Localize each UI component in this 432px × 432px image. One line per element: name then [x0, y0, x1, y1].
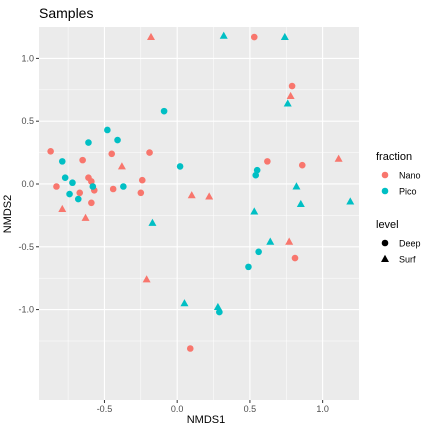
pico-deep-point [160, 107, 168, 115]
nano-deep-point [186, 345, 194, 352]
legend-key [381, 171, 389, 179]
pico-deep-point [74, 195, 82, 203]
chart-title: Samples [39, 5, 93, 21]
pico-surf-point [180, 299, 189, 307]
pico-deep-point [245, 263, 252, 271]
y-tick-label: -1.0 [18, 305, 34, 315]
nano-surf-point [187, 191, 196, 199]
legend-label: Pico [399, 187, 417, 197]
x-axis-title: NMDS1 [187, 414, 226, 426]
y-axis-ticks: -1.0 -0.5 0.0 0.5 1.0 [18, 53, 39, 315]
y-tick-label: -0.5 [18, 242, 34, 252]
y-tick-label: 0.5 [21, 116, 34, 126]
legend-key [381, 187, 389, 195]
pico-deep-point [176, 163, 184, 170]
x-tick-label: -0.5 [97, 404, 113, 414]
nano-deep-point [288, 82, 296, 90]
nano-deep-point [76, 189, 84, 197]
nano-surf-point [147, 32, 155, 40]
x-tick-label: 0.5 [244, 404, 257, 414]
nano-deep-point [108, 150, 116, 158]
nano-surf-point [117, 162, 126, 170]
pico-surf-point [148, 218, 157, 226]
pico-surf-point [346, 197, 355, 205]
nano-surf-point [334, 154, 343, 162]
pico-surf-point [283, 99, 292, 107]
pico-surf-point [250, 207, 259, 215]
legend-label: Deep [399, 239, 421, 249]
pico-deep-point [253, 166, 261, 174]
nano-deep-point [79, 156, 86, 164]
nano-deep-point [264, 158, 271, 165]
nano-deep-point [250, 33, 258, 41]
x-tick-label: 1.0 [316, 404, 329, 414]
pico-surf-point [266, 237, 275, 245]
nano-deep-point [47, 148, 54, 155]
nano-deep-point [109, 185, 117, 193]
nano-surf-point [285, 237, 294, 245]
pico-deep-point [58, 158, 66, 165]
nano-surf-point [205, 192, 214, 200]
pico-deep-point [104, 126, 111, 134]
pico-deep-point [85, 139, 92, 146]
legend-title: level [376, 219, 399, 231]
data-points [47, 31, 355, 352]
pico-deep-point [252, 171, 260, 179]
nano-deep-point [137, 189, 145, 197]
y-axis-title: NMDS2 [2, 195, 14, 234]
legend-title: fraction [376, 151, 412, 163]
pico-surf-point [280, 32, 289, 40]
x-axis-ticks: -0.5 0.0 0.5 1.0 [97, 400, 329, 414]
pico-deep-point [114, 136, 121, 144]
pico-surf-point [219, 31, 228, 39]
legend-label: Nano [399, 171, 421, 181]
pico-surf-point [213, 302, 222, 311]
pico-deep-point [66, 190, 73, 198]
nano-deep-point [138, 176, 146, 184]
nano-deep-point [88, 199, 95, 207]
pico-deep-point [216, 308, 223, 316]
pico-surf-point [296, 199, 305, 208]
pico-deep-point [61, 174, 69, 182]
pico-deep-point [255, 248, 262, 256]
nano-surf-point [81, 213, 90, 221]
x-tick-label: 0.0 [171, 404, 184, 414]
nano-deep-point [53, 183, 60, 190]
grid-lines [39, 27, 359, 400]
nano-deep-point [291, 254, 299, 262]
nano-deep-point [146, 149, 153, 156]
y-tick-label: 0.0 [21, 179, 34, 189]
legend-key [381, 254, 389, 262]
legend-label: Surf [399, 255, 416, 265]
nano-surf-point [286, 91, 295, 100]
pico-deep-point [89, 183, 97, 190]
pico-surf-point [292, 182, 301, 190]
nano-surf-point [58, 204, 67, 213]
nano-deep-point [88, 178, 95, 185]
y-tick-label: 1.0 [21, 53, 34, 63]
legend-key [381, 239, 389, 247]
nano-deep-point [298, 161, 306, 169]
plot-panel [39, 27, 359, 400]
nano-surf-point [142, 275, 151, 283]
pico-deep-point [120, 183, 127, 190]
pico-deep-point [69, 179, 76, 187]
